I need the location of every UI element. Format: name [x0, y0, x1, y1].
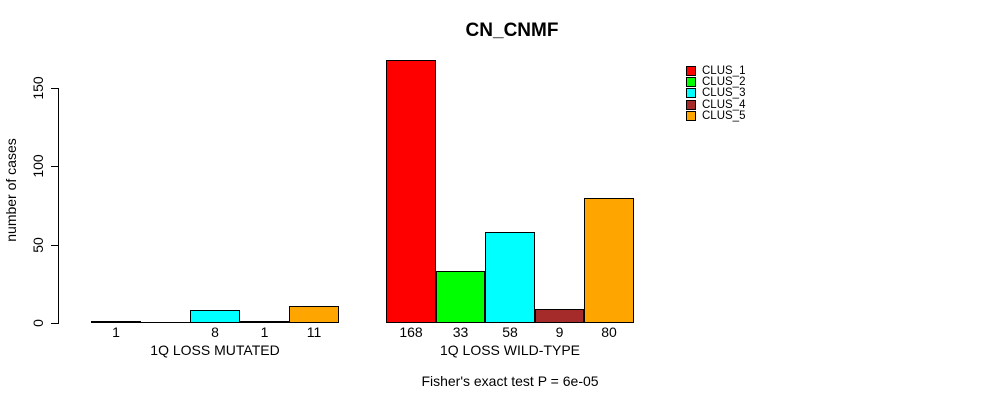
legend-label: CLUS_4	[702, 98, 746, 111]
bar-value-label: 9	[555, 324, 564, 340]
fisher-test-caption: Fisher's exact test P = 6e-05	[421, 373, 599, 389]
bar-value-label: 33	[452, 324, 469, 340]
legend-label: CLUS_5	[702, 109, 746, 122]
bar-value-label: 80	[601, 324, 617, 340]
bar-CLUS_4	[240, 321, 289, 323]
bar-CLUS_5	[289, 306, 339, 323]
y-axis-tick-label: 0	[30, 319, 46, 327]
bar-value-label: 58	[502, 324, 518, 340]
y-axis-tick	[51, 166, 58, 167]
y-axis-tick	[51, 88, 58, 89]
y-axis-tick	[51, 323, 58, 324]
bar-CLUS_1	[386, 60, 436, 323]
bar-CLUS_1	[91, 321, 141, 323]
y-axis-tick-label: 100	[30, 154, 46, 178]
legend-label: CLUS_3	[702, 87, 746, 100]
bar-value-label: 1	[260, 324, 269, 340]
bar-CLUS_2	[141, 322, 190, 323]
bar-CLUS_4	[535, 309, 584, 323]
legend-swatch-CLUS_1	[686, 66, 696, 76]
y-axis-line	[58, 88, 59, 324]
y-axis-title: number of cases	[3, 138, 19, 242]
legend-swatch-CLUS_4	[686, 99, 696, 110]
bar-CLUS_5	[584, 198, 634, 323]
group-label: 1Q LOSS WILD-TYPE	[439, 342, 581, 358]
bar-value-label: 1	[112, 324, 120, 340]
chart-title: CN_CNMF	[465, 20, 559, 41]
bar-value-label: 8	[211, 324, 219, 340]
y-axis-tick-label: 50	[30, 237, 46, 253]
legend-label: CLUS_2	[702, 76, 746, 89]
bar-value-label: 11	[306, 324, 322, 340]
legend-label: CLUS_1	[702, 65, 746, 77]
bar-value-label: 168	[399, 324, 423, 340]
bar-CLUS_3	[485, 232, 535, 323]
group-label: 1Q LOSS MUTATED	[150, 342, 280, 358]
legend-swatch-CLUS_2	[686, 77, 696, 88]
legend-swatch-CLUS_3	[686, 88, 696, 99]
bar-CLUS_3	[190, 310, 240, 323]
legend-swatch-CLUS_5	[686, 110, 696, 121]
bar-CLUS_2	[436, 271, 485, 323]
y-axis-tick	[51, 245, 58, 246]
y-axis-tick-label: 150	[30, 76, 46, 100]
